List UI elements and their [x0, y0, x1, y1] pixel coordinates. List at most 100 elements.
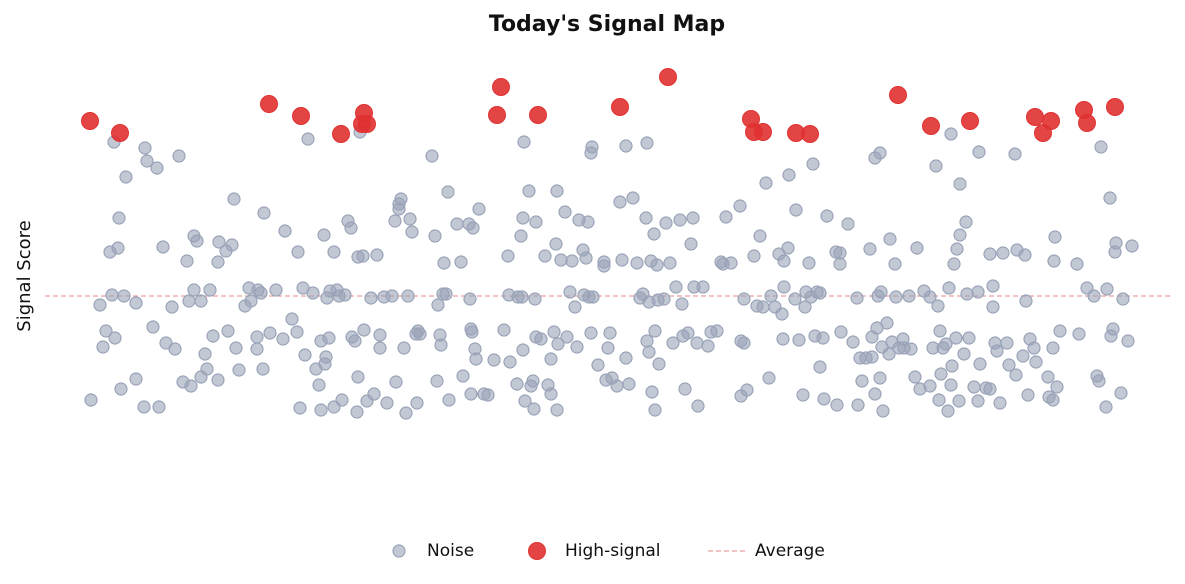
- noise-point: [1016, 349, 1030, 363]
- noise-point: [950, 242, 964, 256]
- noise-point: [932, 393, 946, 407]
- noise-point: [883, 232, 897, 246]
- noise-point: [601, 341, 615, 355]
- noise-point: [1019, 294, 1033, 308]
- noise-point: [639, 211, 653, 225]
- noise-point: [719, 210, 733, 224]
- noise-point: [269, 283, 283, 297]
- noise-point: [152, 400, 166, 414]
- noise-point: [993, 396, 1007, 410]
- noise-point: [1047, 254, 1061, 268]
- noise-point: [301, 132, 315, 146]
- legend-marker: [528, 542, 546, 560]
- noise-point: [740, 383, 754, 397]
- noise-point: [560, 330, 574, 344]
- noise-point: [781, 241, 795, 255]
- noise-point: [522, 184, 536, 198]
- noise-point: [190, 234, 204, 248]
- noise-point: [1114, 386, 1128, 400]
- noise-point: [146, 320, 160, 334]
- noise-point: [737, 292, 751, 306]
- noise-point: [119, 170, 133, 184]
- noise-point: [710, 324, 724, 338]
- signal-point: [292, 107, 310, 125]
- noise-point: [370, 248, 384, 262]
- noise-point: [108, 331, 122, 345]
- noise-point: [497, 323, 511, 337]
- noise-point: [327, 245, 341, 259]
- noise-point: [338, 288, 352, 302]
- noise-point: [953, 177, 967, 191]
- noise-point: [1125, 239, 1139, 253]
- noise-point: [753, 229, 767, 243]
- noise-point: [648, 403, 662, 417]
- noise-point: [140, 154, 154, 168]
- signal-point: [488, 106, 506, 124]
- noise-point: [114, 382, 128, 396]
- noise-point: [1103, 191, 1117, 205]
- signal-point: [754, 123, 772, 141]
- noise-point: [873, 371, 887, 385]
- noise-point: [428, 229, 442, 243]
- noise-point: [256, 362, 270, 376]
- noise-point: [510, 377, 524, 391]
- noise-point: [934, 367, 948, 381]
- noise-point: [681, 326, 695, 340]
- noise-point: [830, 398, 844, 412]
- noise-point: [947, 257, 961, 271]
- signal-point: [1106, 98, 1124, 116]
- noise-point: [388, 214, 402, 228]
- noise-point: [389, 375, 403, 389]
- noise-point: [380, 396, 394, 410]
- noise-point: [322, 331, 336, 345]
- noise-point: [1008, 147, 1022, 161]
- noise-point: [194, 370, 208, 384]
- noise-point: [544, 352, 558, 366]
- noise-point: [501, 249, 515, 263]
- noise-point: [558, 205, 572, 219]
- signal-point: [260, 95, 278, 113]
- noise-point: [401, 289, 415, 303]
- signal-point: [889, 86, 907, 104]
- noise-point: [456, 369, 470, 383]
- noise-point: [834, 325, 848, 339]
- noise-point: [276, 332, 290, 346]
- noise-point: [439, 287, 453, 301]
- noise-point: [579, 251, 593, 265]
- noise-point: [923, 290, 937, 304]
- noise-point: [112, 211, 126, 225]
- noise-point: [1053, 324, 1067, 338]
- noise-point: [528, 292, 542, 306]
- noise-point: [469, 352, 483, 366]
- noise-point: [953, 228, 967, 242]
- y-axis-label: Signal Score: [14, 220, 35, 331]
- noise-point: [437, 256, 451, 270]
- noise-point: [678, 382, 692, 396]
- noise-point: [833, 246, 847, 260]
- noise-point: [764, 289, 778, 303]
- noise-point: [1046, 393, 1060, 407]
- legend-marker: [392, 544, 406, 558]
- noise-point: [971, 285, 985, 299]
- noise-point: [724, 256, 738, 270]
- noise-point: [1072, 327, 1086, 341]
- noise-point: [788, 292, 802, 306]
- signal-point: [1026, 108, 1044, 126]
- noise-point: [1092, 374, 1106, 388]
- noise-point: [657, 292, 671, 306]
- noise-point: [526, 374, 540, 388]
- noise-point: [314, 403, 328, 417]
- noise-point: [156, 240, 170, 254]
- noise-point: [942, 281, 956, 295]
- noise-point: [972, 145, 986, 159]
- noise-point: [254, 286, 268, 300]
- noise-point: [669, 280, 683, 294]
- noise-point: [250, 330, 264, 344]
- noise-point: [949, 331, 963, 345]
- noise-point: [952, 394, 966, 408]
- noise-point: [816, 331, 830, 345]
- noise-point: [464, 387, 478, 401]
- noise-point: [290, 325, 304, 339]
- noise-point: [1029, 355, 1043, 369]
- noise-point: [1106, 322, 1120, 336]
